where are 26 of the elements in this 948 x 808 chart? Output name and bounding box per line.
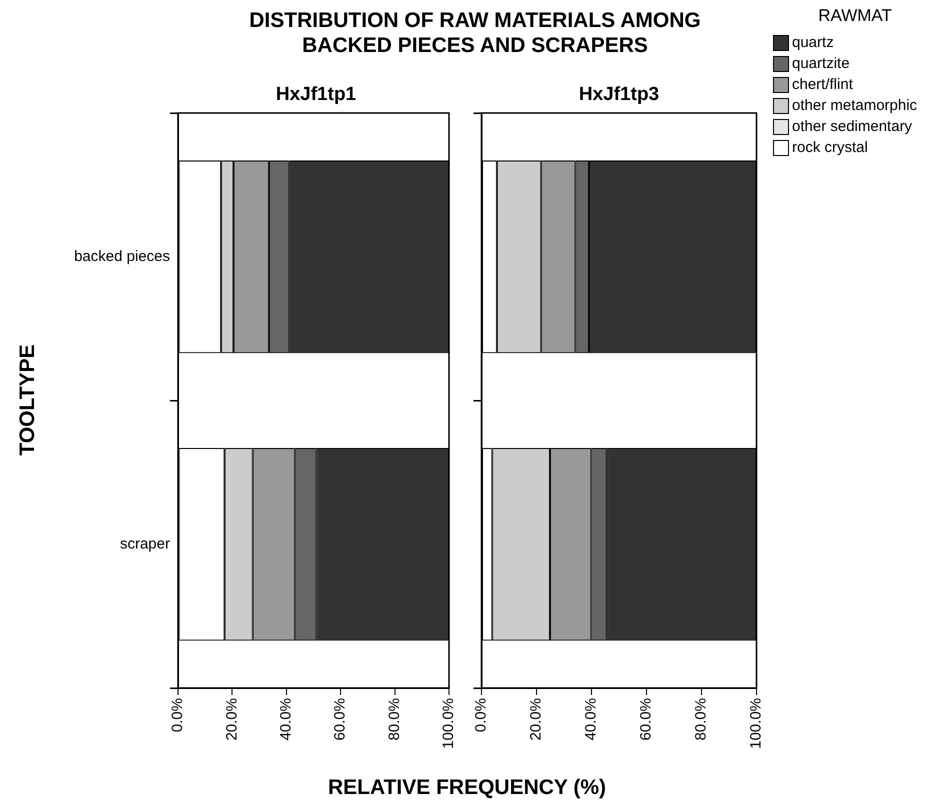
chart-subtitle: HxJf1tp1 <box>274 84 358 106</box>
y-tick-label: scraper <box>120 535 170 552</box>
y-tick-label: backed pieces <box>74 248 170 265</box>
x-tick-label: 20.0% <box>528 698 545 741</box>
x-tick-label: 40.0% <box>278 698 295 741</box>
x-axis-title: RELATIVE FREQUENCY (%) <box>328 776 606 800</box>
chart-subtitle: HxJf1tp3 <box>578 84 660 106</box>
legend-title: RAWMAT <box>817 6 893 26</box>
y-axis-title: TOOLTYPE <box>16 344 40 456</box>
x-tick-label: 60.0% <box>332 698 349 741</box>
legend-label: other sedimentary <box>792 118 912 135</box>
x-tick-label: 20.0% <box>223 698 240 741</box>
chart-title: DISTRIBUTION OF RAW MATERIALS AMONG BACKED PIECES AND SCRAPERS <box>248 8 702 58</box>
x-tick-label: 80.0% <box>386 698 403 741</box>
x-tick-label: 60.0% <box>638 698 655 741</box>
x-tick-label: 0.0% <box>169 698 186 732</box>
x-tick-label: 0.0% <box>472 698 490 732</box>
legend-label: quartzite <box>792 55 850 72</box>
x-tick-label: 80.0% <box>692 698 710 741</box>
legend-label: other metamorphic <box>792 97 918 114</box>
x-tick-label: 100.0% <box>440 698 458 749</box>
legend-label: quartz <box>792 34 834 51</box>
legend-label: rock crystal <box>792 139 868 156</box>
legend-label: chert/flint <box>792 76 853 93</box>
x-tick-label: 100.0% <box>748 698 765 749</box>
x-tick-label: 40.0% <box>582 698 600 741</box>
